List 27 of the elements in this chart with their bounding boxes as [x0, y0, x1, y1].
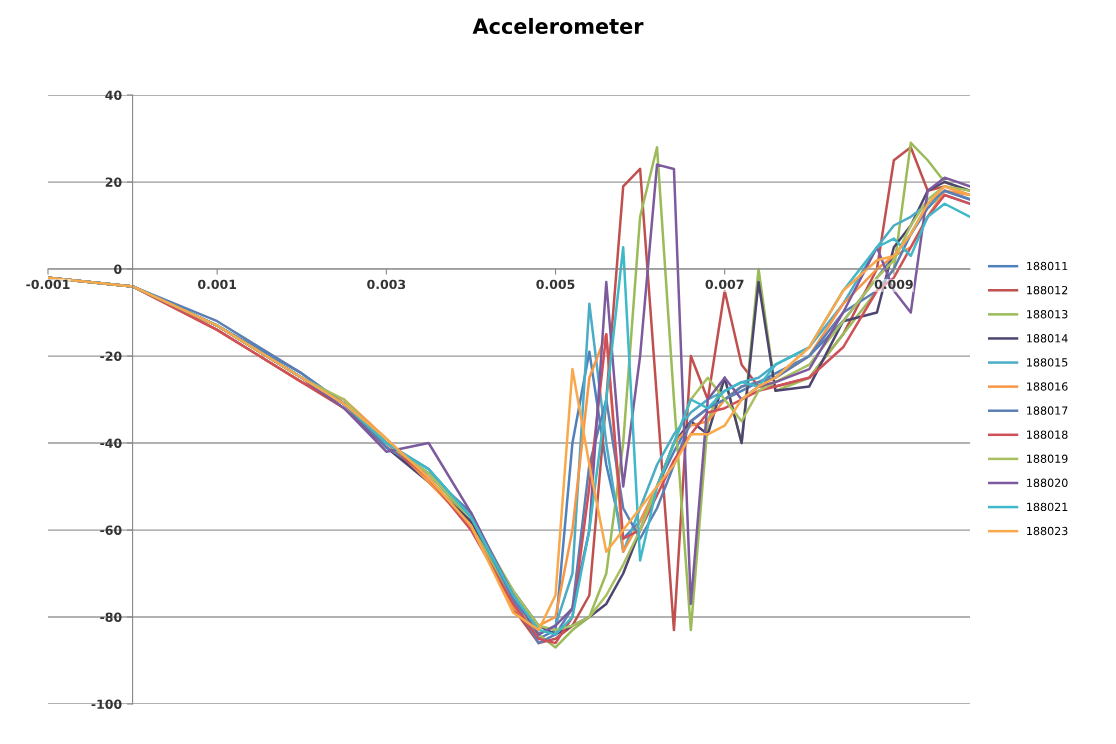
y-tick-label: -60	[100, 525, 122, 535]
chart-title: Accelerometer	[472, 17, 644, 35]
x-tick-label: 0.001	[198, 279, 237, 290]
legend-label: 188017	[1027, 406, 1068, 415]
legend-label: 188014	[1027, 334, 1068, 343]
y-tick-label: -100	[91, 699, 122, 709]
y-tick-label: -40	[100, 438, 122, 448]
legend-label: 188012	[1027, 285, 1068, 295]
legend-label: 188023	[1027, 526, 1068, 536]
legend-label: 188019	[1027, 454, 1068, 463]
legend-label: 188015	[1027, 358, 1068, 367]
x-tick-label: -0.001	[26, 279, 70, 290]
legend-label: 188016	[1027, 382, 1068, 391]
y-tick-label: -20	[100, 351, 122, 361]
x-tick-label: 0.003	[367, 279, 406, 290]
y-tick-label: 0	[114, 264, 122, 274]
x-tick-label: 0.005	[536, 279, 575, 290]
y-tick-label: -80	[100, 612, 122, 622]
y-tick-label: 20	[105, 177, 122, 187]
x-tick-label: 0.007	[705, 279, 744, 290]
y-tick-label: 40	[105, 90, 122, 100]
legend-label: 188013	[1027, 310, 1068, 319]
legend-label: 188020	[1027, 478, 1068, 488]
x-tick-label: 0.009	[874, 279, 913, 290]
legend-label: 188021	[1027, 502, 1068, 512]
legend-label: 188011	[1027, 261, 1068, 271]
legend-label: 188018	[1027, 430, 1068, 439]
